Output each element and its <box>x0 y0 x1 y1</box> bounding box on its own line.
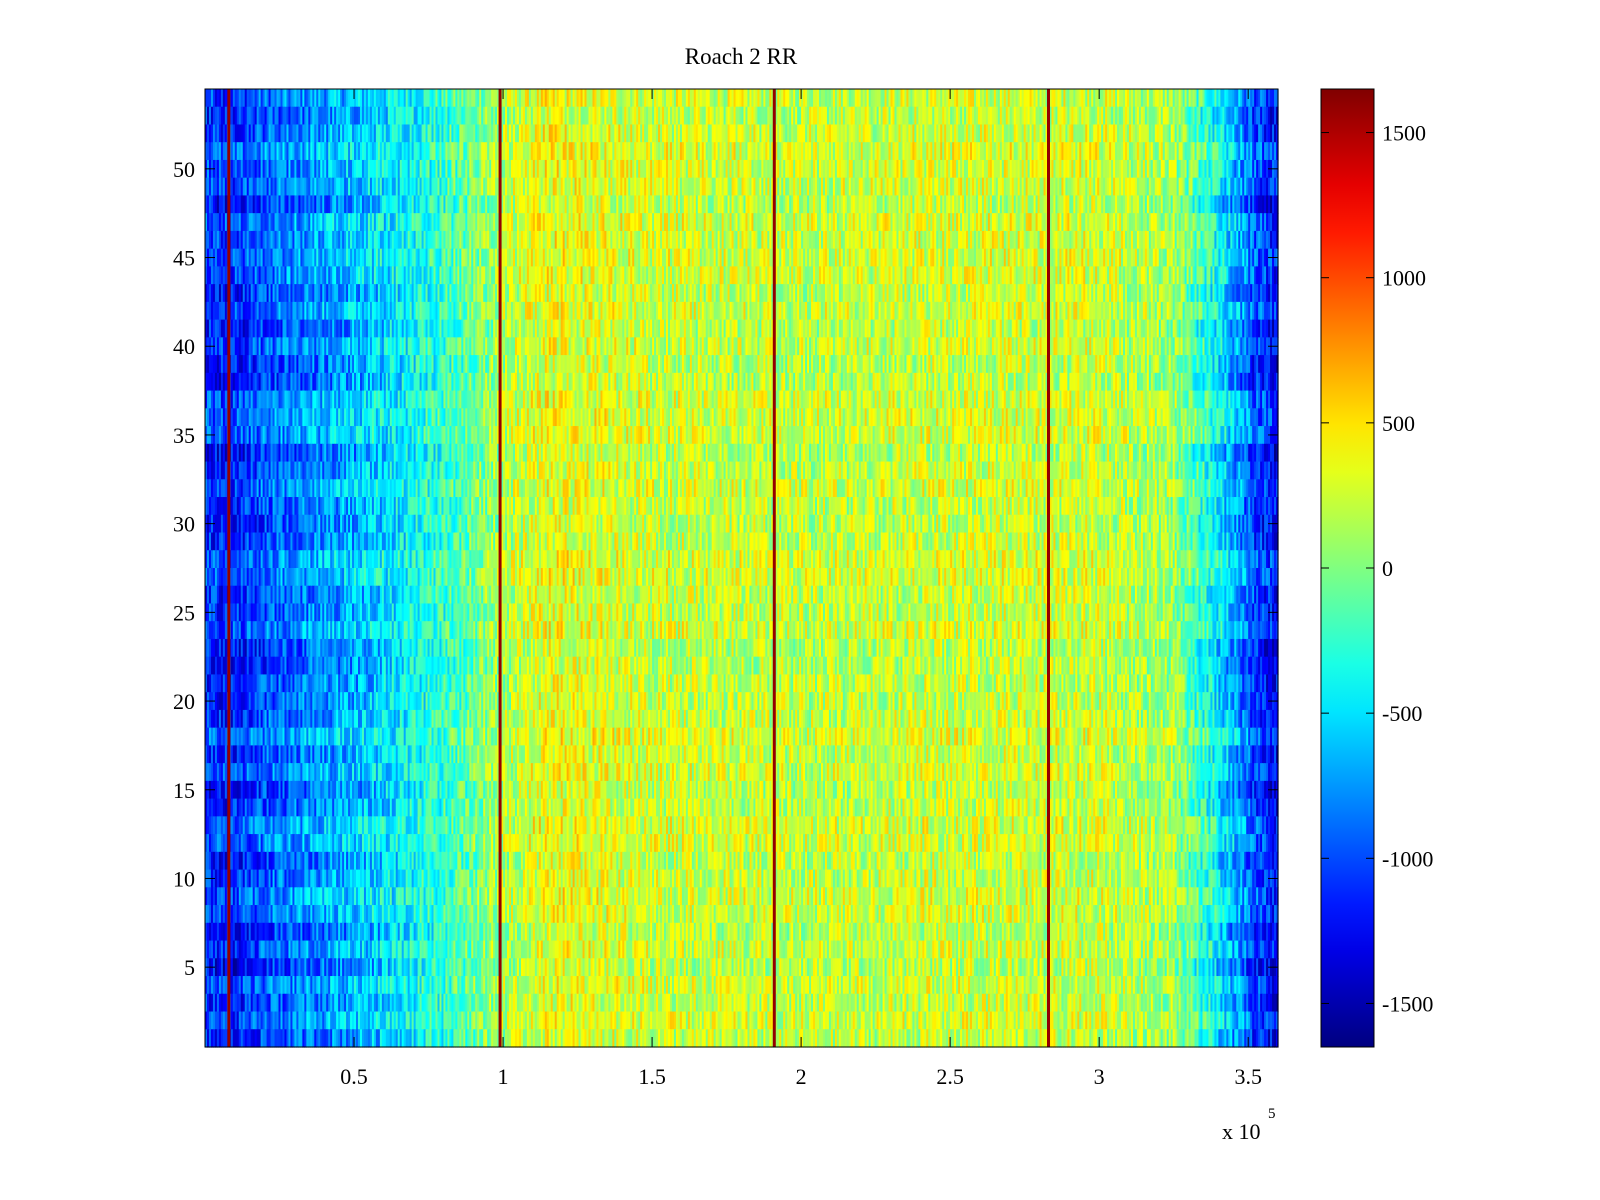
chart-title: Roach 2 RR <box>685 44 798 69</box>
heatmap-cells <box>205 89 1279 1048</box>
